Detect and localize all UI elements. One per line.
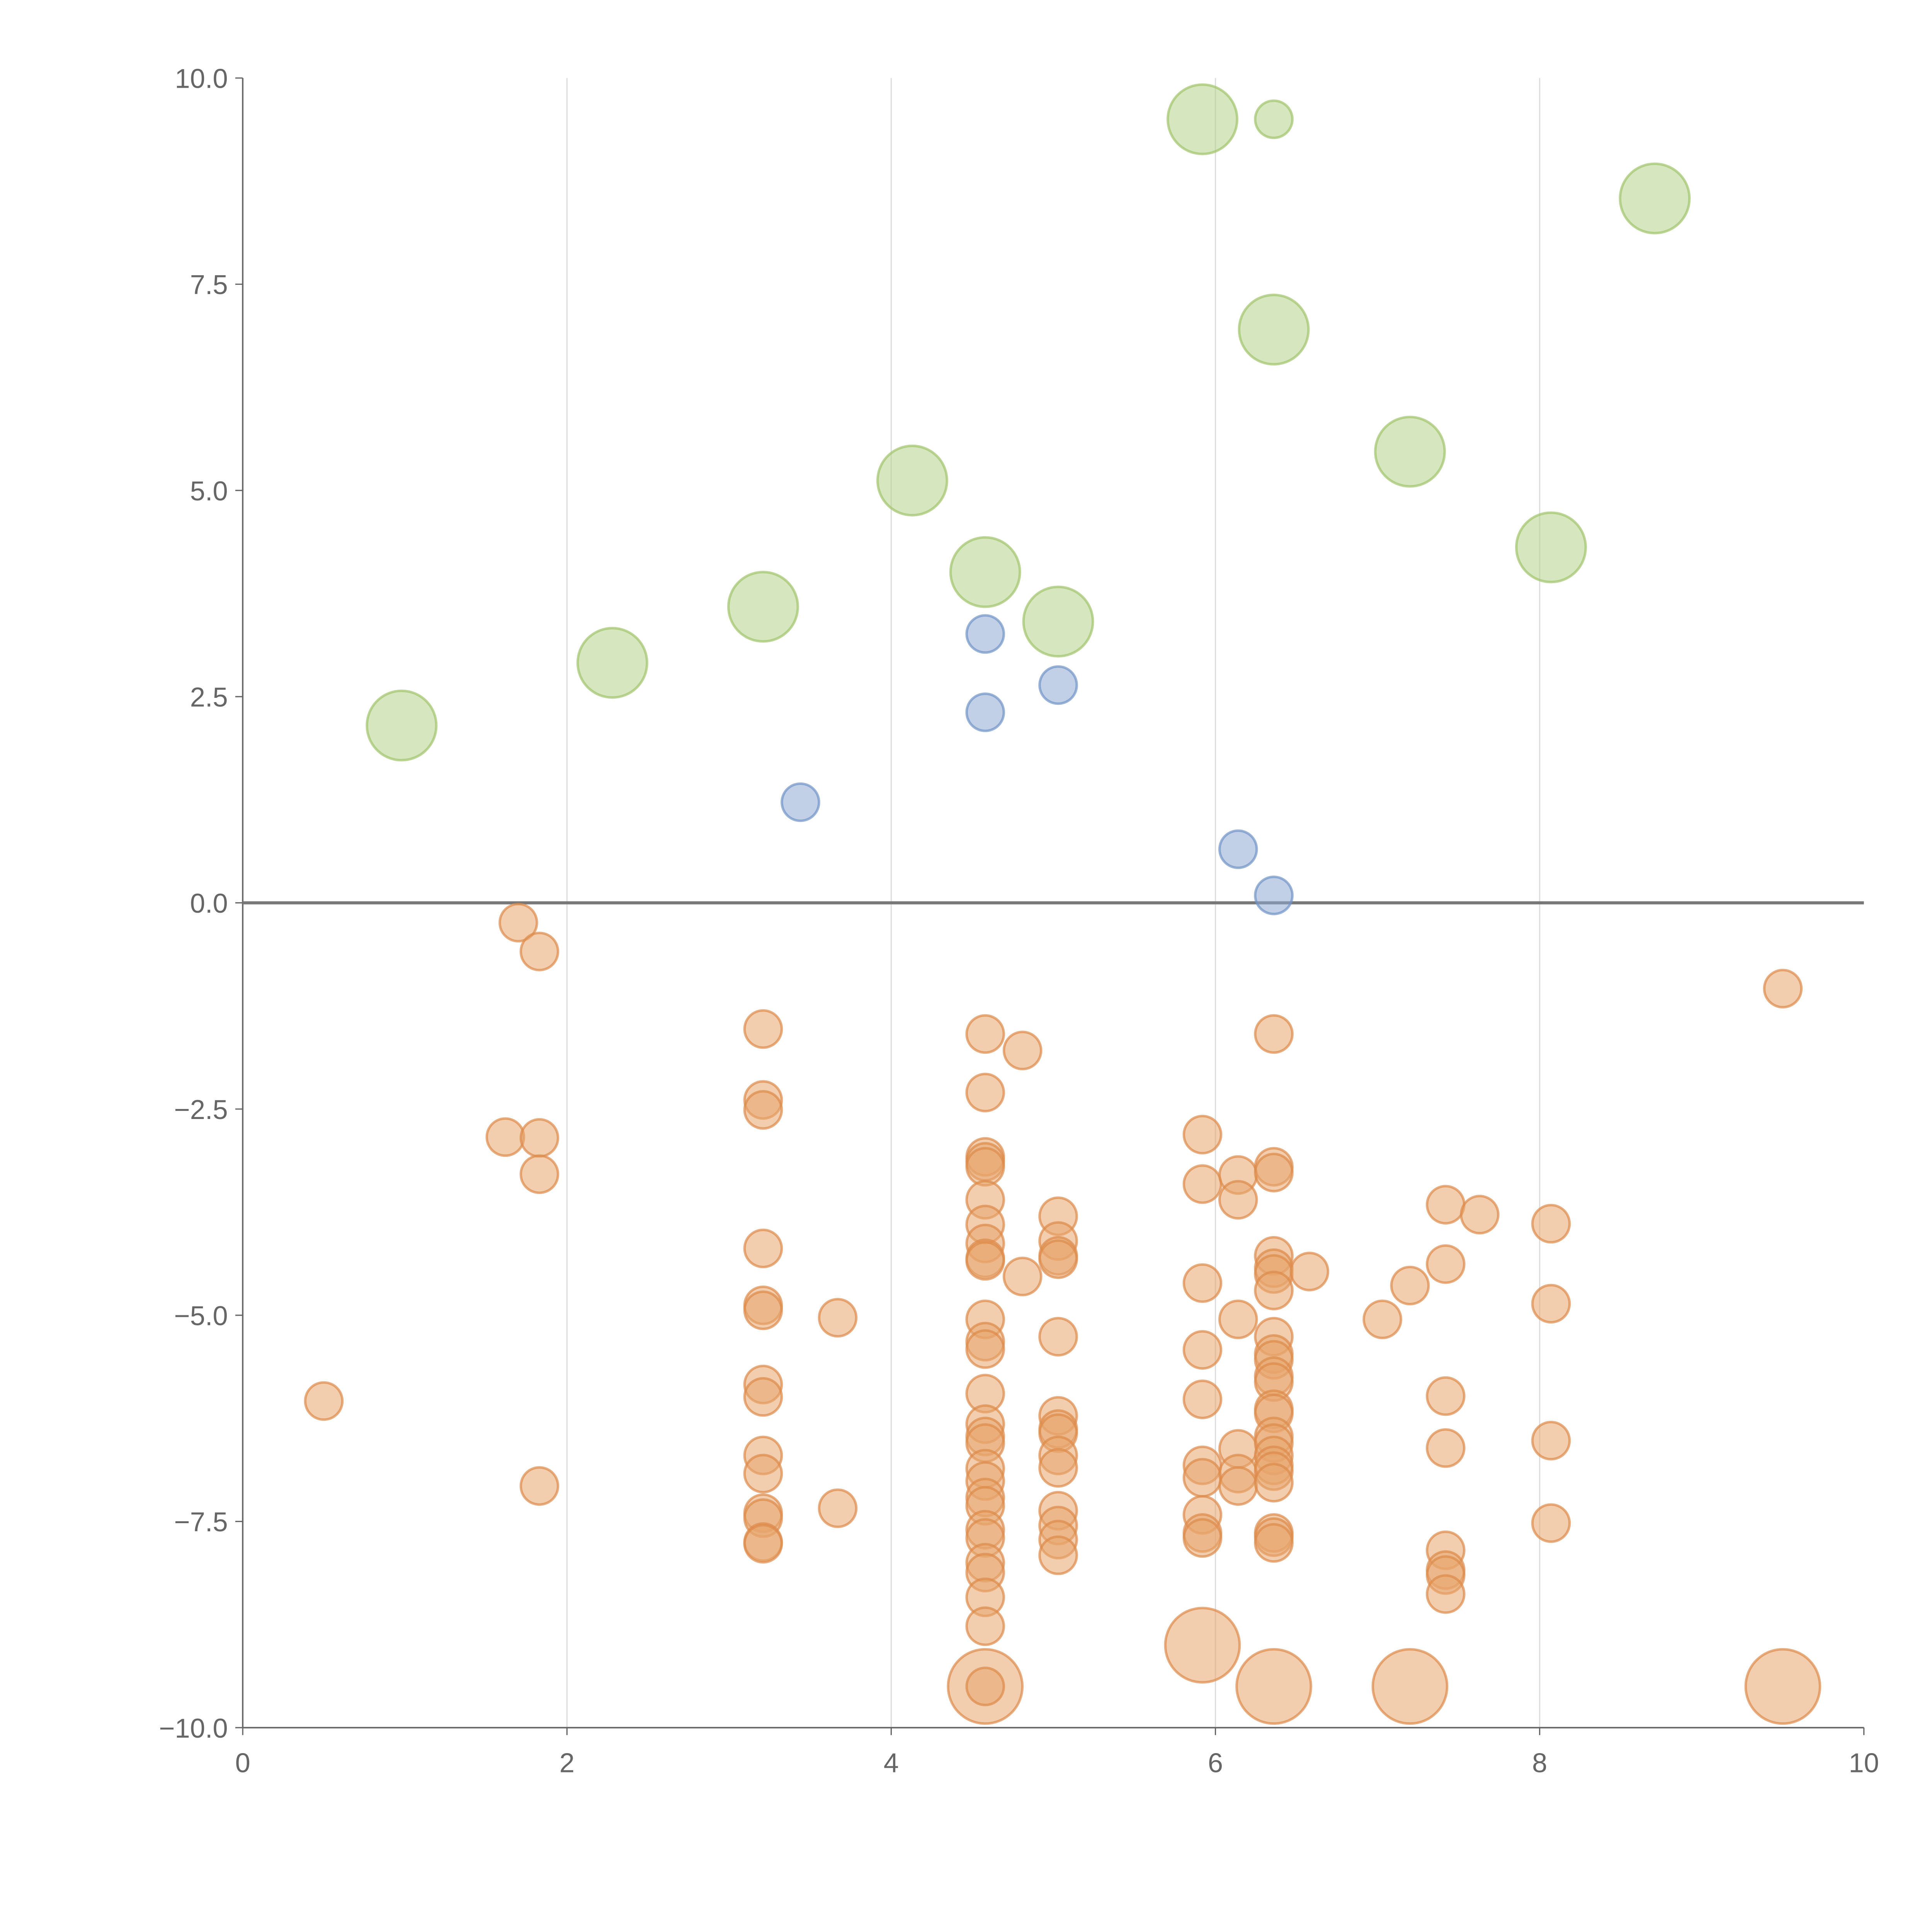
point-orange xyxy=(818,1298,858,1338)
x-tick-label: 6 xyxy=(1208,1748,1223,1778)
point-orange xyxy=(1425,1185,1466,1225)
point-orange xyxy=(1744,1648,1821,1725)
point-orange xyxy=(965,1606,1005,1646)
point-orange xyxy=(1218,1180,1258,1220)
point-orange xyxy=(965,1014,1005,1054)
point-orange xyxy=(743,1228,783,1269)
point-blue xyxy=(1038,665,1078,705)
data-points xyxy=(304,83,1821,1725)
point-orange xyxy=(1254,1523,1294,1563)
point-orange xyxy=(1235,1648,1312,1725)
point-green xyxy=(1515,511,1587,583)
point-orange xyxy=(743,1454,783,1493)
point-orange xyxy=(519,1466,560,1506)
point-blue xyxy=(781,782,820,822)
point-green xyxy=(576,627,648,699)
point-green xyxy=(949,536,1021,608)
point-orange xyxy=(1289,1252,1330,1291)
point-orange xyxy=(1038,1239,1078,1279)
x-tick-label: 2 xyxy=(560,1748,575,1778)
point-orange xyxy=(1002,1257,1043,1296)
point-orange xyxy=(743,1290,783,1330)
point-orange xyxy=(1371,1648,1449,1725)
point-orange xyxy=(519,1118,560,1158)
y-tick-label: 5.0 xyxy=(190,476,228,506)
point-orange xyxy=(1218,1466,1258,1506)
y-tick-label: −10.0 xyxy=(159,1713,228,1743)
point-green xyxy=(1374,415,1446,488)
point-green xyxy=(1254,99,1294,139)
point-orange xyxy=(1038,1535,1078,1575)
axes: 0 2 4 6 8 10 10.0 7.5 5.0 2.5 0.0 −2.5 −5.0 −7.5 −10.0 xyxy=(159,63,1879,1778)
point-orange xyxy=(1254,1014,1294,1054)
point-orange xyxy=(1002,1031,1043,1070)
point-orange xyxy=(1460,1195,1500,1235)
point-orange xyxy=(1218,1299,1258,1339)
point-blue xyxy=(965,614,1005,654)
point-green xyxy=(1166,83,1238,155)
point-orange xyxy=(818,1488,858,1528)
point-orange xyxy=(1254,1463,1294,1503)
point-orange xyxy=(743,1524,783,1564)
point-green xyxy=(876,444,948,517)
point-orange xyxy=(743,1090,783,1130)
y-tick-label: 0.0 xyxy=(190,888,228,918)
point-orange xyxy=(1182,1330,1223,1370)
point-orange xyxy=(1390,1265,1430,1306)
point-orange xyxy=(1182,1164,1223,1204)
x-tick-label: 4 xyxy=(884,1748,899,1778)
point-orange xyxy=(1425,1574,1466,1614)
point-green xyxy=(1619,162,1691,235)
point-orange xyxy=(743,1377,783,1417)
y-tick-label: 2.5 xyxy=(190,682,228,713)
point-orange xyxy=(519,932,560,971)
point-orange xyxy=(1182,1115,1223,1155)
point-orange xyxy=(1425,1428,1466,1468)
point-orange xyxy=(1531,1204,1571,1244)
point-blue xyxy=(1218,829,1258,869)
point-green xyxy=(366,689,438,762)
point-orange xyxy=(1763,969,1803,1009)
point-orange xyxy=(1531,1284,1571,1324)
point-orange xyxy=(498,903,538,943)
point-blue xyxy=(1254,876,1294,915)
point-orange xyxy=(519,1154,560,1194)
point-orange xyxy=(965,1241,1005,1281)
point-orange xyxy=(1182,1379,1223,1419)
y-tick-label: −2.5 xyxy=(174,1094,228,1125)
point-blue xyxy=(965,692,1005,732)
point-orange xyxy=(965,1147,1005,1187)
point-orange xyxy=(1038,1448,1078,1488)
y-tick-label: 10.0 xyxy=(175,63,228,94)
y-tick-label: 7.5 xyxy=(190,269,228,300)
point-orange xyxy=(1038,1317,1078,1357)
point-orange xyxy=(965,1667,1005,1706)
point-orange xyxy=(1362,1299,1402,1339)
point-green xyxy=(1238,294,1310,366)
point-orange xyxy=(1182,1263,1223,1303)
point-orange xyxy=(965,1073,1005,1112)
point-orange xyxy=(485,1117,526,1157)
point-green xyxy=(1022,585,1094,658)
point-orange xyxy=(1182,1458,1223,1498)
x-tick-label: 10 xyxy=(1849,1748,1879,1778)
point-orange xyxy=(1254,1153,1294,1192)
point-orange xyxy=(1425,1244,1466,1284)
x-tick-label: 8 xyxy=(1532,1748,1547,1778)
x-tick-label: 0 xyxy=(235,1748,250,1778)
point-orange xyxy=(965,1329,1005,1369)
point-orange xyxy=(1254,1270,1294,1311)
y-tick-label: −5.0 xyxy=(174,1300,228,1331)
point-orange xyxy=(1182,1518,1223,1558)
point-green xyxy=(727,571,799,643)
y-tick-label: −7.5 xyxy=(174,1507,228,1537)
point-orange xyxy=(1531,1421,1571,1461)
point-orange xyxy=(1164,1607,1241,1684)
point-orange xyxy=(1425,1376,1466,1416)
point-orange xyxy=(304,1381,344,1421)
point-orange xyxy=(743,1009,783,1049)
point-orange xyxy=(1531,1503,1571,1543)
